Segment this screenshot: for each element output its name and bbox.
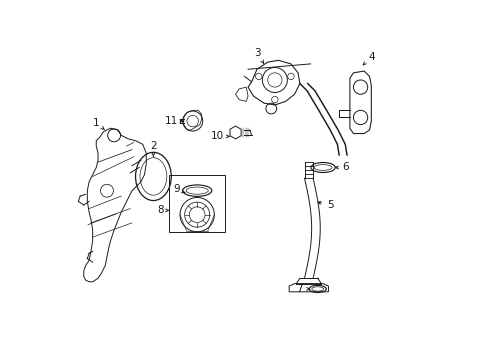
Text: 8: 8 (157, 205, 169, 215)
Text: 4: 4 (363, 52, 374, 65)
Text: 1: 1 (93, 118, 104, 130)
Text: 6: 6 (335, 162, 348, 172)
Text: 11: 11 (164, 116, 183, 126)
Text: 7: 7 (296, 284, 309, 294)
Text: 2: 2 (150, 141, 156, 157)
Bar (169, 175, 224, 232)
Text: 3: 3 (253, 48, 263, 63)
Text: 5: 5 (317, 200, 333, 210)
Text: 9: 9 (173, 184, 185, 194)
Text: 10: 10 (211, 131, 229, 141)
